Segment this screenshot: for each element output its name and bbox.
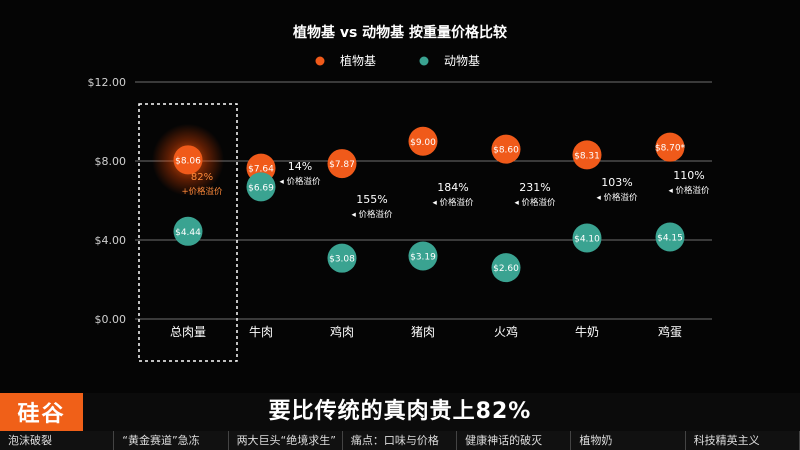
point-label: $2.60	[493, 264, 519, 274]
chart-title: 植物基 vs 动物基 按重量价格比较	[292, 24, 507, 41]
animal-point	[655, 222, 685, 252]
point-label: $3.19	[410, 252, 436, 262]
plant-point	[491, 134, 521, 164]
y-tick-label: $8.00	[95, 155, 127, 168]
animal-point	[246, 172, 276, 202]
premium-label: +价格溢价	[181, 186, 223, 197]
highlight-box	[138, 103, 238, 362]
animal-point	[491, 253, 521, 283]
x-tick-label: 猪肉	[411, 325, 435, 339]
channel-logo: 硅谷	[0, 393, 83, 431]
premium-percent: 184%	[437, 181, 468, 194]
point-label: $3.08	[329, 255, 355, 265]
subtitle-text: 要比传统的真肉贵上82%	[268, 399, 532, 424]
premium-label: ◂ 价格溢价	[515, 197, 556, 208]
point-label: $8.06	[175, 156, 201, 166]
x-axis: 总肉量 牛肉 鸡肉 猪肉 火鸡 牛奶 鸡蛋	[170, 324, 682, 339]
y-tick-label: $4.00	[95, 234, 127, 247]
point-label: $6.69	[248, 183, 274, 193]
premium-percent: 103%	[601, 176, 632, 189]
x-tick-label: 总肉量	[170, 325, 206, 339]
chapter-ticker: 泡沫破裂 “黄金赛道”急冻 两大巨头“绝境求生” 痛点：口味与价格 健康神话的破…	[0, 431, 800, 450]
premium-percent: 14%	[288, 160, 312, 173]
legend-label: 动物基	[444, 54, 480, 68]
point-label: $4.44	[175, 228, 201, 238]
grid	[135, 81, 712, 320]
ticker-item[interactable]: 健康神话的破灭	[457, 431, 572, 450]
subtitle-bar	[0, 393, 800, 431]
price-comparison-chart: 植物基 vs 动物基 按重量价格比较 植物基 动物基 $0.00 $4.00 $8.0…	[88, 24, 712, 362]
premium-label: ◂ 价格溢价	[597, 192, 638, 203]
premium-percent: 110%	[673, 169, 704, 182]
premium-percent: 155%	[356, 193, 387, 206]
y-axis: $0.00 $4.00 $8.00 $12.00	[88, 76, 127, 326]
premium-label: ◂ 价格溢价	[669, 185, 710, 196]
premium-annotations: 82% +价格溢价 14% ◂ 价格溢价 155% ◂ 价格溢价 184% ◂ 价格溢价 231…	[181, 160, 710, 220]
ticker-item[interactable]: 植物奶	[571, 431, 686, 450]
ticker-item[interactable]: 泡沫破裂	[0, 431, 115, 450]
legend-label: 植物基	[340, 53, 376, 68]
plant-point	[572, 140, 602, 170]
animal-point	[327, 243, 357, 273]
premium-percent: 231%	[519, 181, 550, 194]
legend: 植物基 动物基	[315, 53, 480, 68]
ticker-item[interactable]: 科技精英主义	[686, 431, 800, 450]
premium-label: ◂ 价格溢价	[433, 197, 474, 208]
point-label: $8.60	[493, 146, 519, 156]
plant-point	[655, 132, 685, 162]
x-tick-label: 鸡蛋	[658, 324, 682, 339]
premium-percent: 82%	[191, 172, 213, 183]
x-tick-label: 鸡肉	[330, 324, 354, 339]
legend-marker	[315, 56, 325, 66]
animal-point	[173, 216, 203, 246]
plant-point	[173, 145, 203, 175]
ticker-item[interactable]: 痛点：口味与价格	[343, 431, 458, 450]
ticker-item[interactable]: 两大巨头“绝境求生”	[229, 431, 343, 450]
premium-label: ◂ 价格溢价	[352, 209, 393, 220]
data-points: $8.06 $7.64 $7.87 $9.00 $8.60 $8.31 $8.70* $4.4…	[152, 123, 686, 283]
x-tick-label: 牛肉	[249, 324, 273, 339]
point-label: $8.70*	[655, 144, 686, 154]
point-label: $9.00	[410, 138, 436, 148]
point-label: $8.31	[574, 151, 600, 161]
legend-marker	[419, 56, 429, 66]
x-tick-label: 牛奶	[575, 324, 599, 339]
highlight-dashed-box	[138, 103, 238, 362]
x-tick-label: 火鸡	[494, 324, 518, 339]
point-label: $7.64	[248, 165, 274, 175]
y-tick-label: $0.00	[95, 313, 127, 326]
premium-label: ◂ 价格溢价	[280, 176, 321, 187]
point-label: $7.87	[329, 160, 355, 170]
point-label: $4.15	[657, 234, 683, 244]
animal-point	[408, 241, 438, 271]
ticker-item[interactable]: “黄金赛道”急冻	[114, 431, 229, 450]
point-label: $4.10	[574, 235, 600, 245]
y-tick-label: $12.00	[88, 76, 127, 89]
plant-point	[408, 126, 438, 156]
animal-point	[572, 223, 602, 253]
plant-point	[327, 149, 357, 179]
